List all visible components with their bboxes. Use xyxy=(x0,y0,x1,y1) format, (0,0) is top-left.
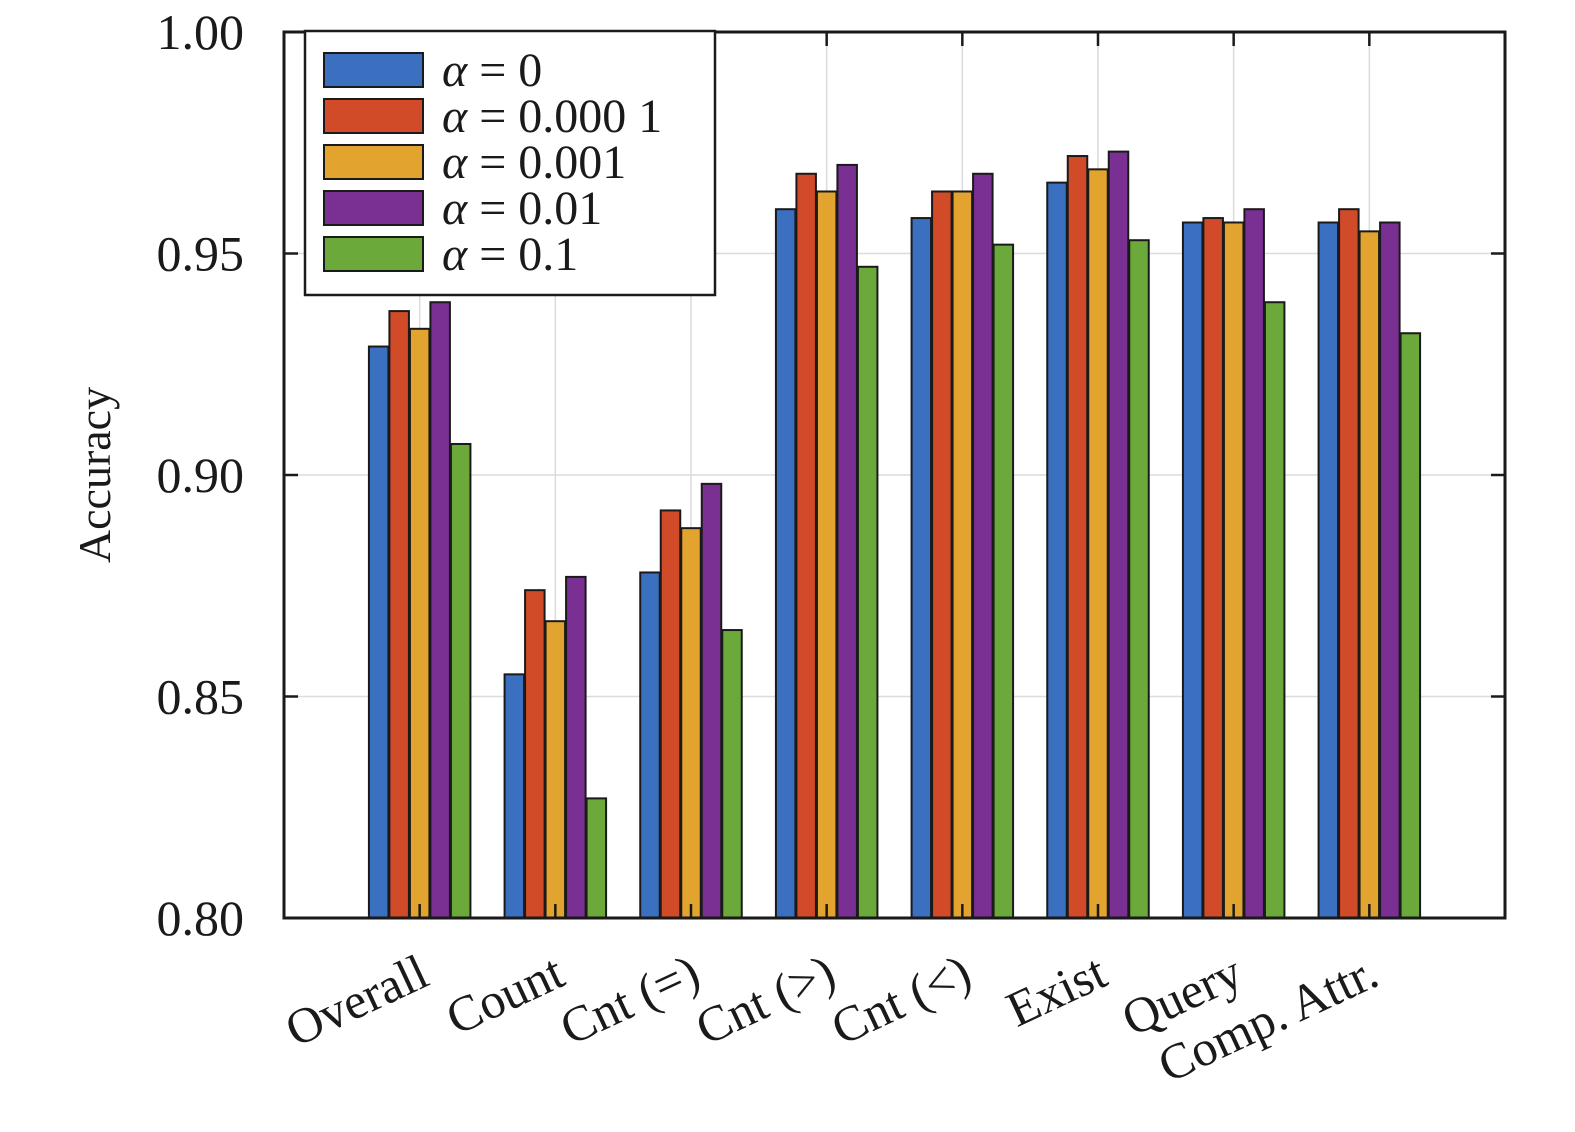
bar xyxy=(1243,208,1265,919)
bar xyxy=(1066,155,1089,920)
bar xyxy=(367,345,390,919)
bar xyxy=(1222,221,1245,920)
x-category-label: Count xyxy=(438,943,573,1045)
legend-swatch xyxy=(323,236,424,272)
legend-label: α = 0.001 xyxy=(442,136,626,189)
legend-label: α = 0.000 1 xyxy=(442,90,662,143)
y-tick-labels: 0.80 0.85 0.90 0.95 1.00 xyxy=(157,4,245,946)
legend-symbol: α xyxy=(442,182,468,235)
legend-label: α = 0.01 xyxy=(442,182,602,235)
bar xyxy=(1263,301,1286,920)
x-category-label: Overall xyxy=(277,943,437,1057)
y-tick-label: 0.85 xyxy=(157,669,245,725)
x-category-label: Cnt (<) xyxy=(823,943,979,1056)
legend-label: α = 0 xyxy=(442,44,542,97)
bar xyxy=(700,482,723,919)
x-category-label: Exist xyxy=(998,943,1115,1037)
y-tick-label: 0.95 xyxy=(157,226,245,282)
bar xyxy=(721,629,743,919)
bar xyxy=(992,243,1015,919)
bar xyxy=(1087,168,1109,919)
y-tick-label: 1.00 xyxy=(157,4,245,60)
bar xyxy=(910,217,933,919)
bar xyxy=(639,571,661,920)
bar xyxy=(1358,230,1381,920)
legend-symbol: α xyxy=(442,136,468,189)
bar xyxy=(524,589,546,919)
bar xyxy=(1399,332,1422,919)
bar xyxy=(951,190,974,920)
x-category-label: Cnt (>) xyxy=(687,943,843,1056)
y-tick-label: 0.90 xyxy=(157,447,245,503)
legend-swatch xyxy=(323,98,424,134)
bar xyxy=(1379,221,1401,920)
bar xyxy=(836,163,858,919)
bar xyxy=(659,509,682,919)
bar xyxy=(931,190,953,920)
bar xyxy=(1107,150,1130,920)
series-2 xyxy=(408,168,1381,920)
bar xyxy=(449,442,472,919)
legend-value: = 0.001 xyxy=(467,136,626,189)
series-3 xyxy=(429,150,1401,920)
bar xyxy=(585,797,608,920)
bar xyxy=(1181,221,1204,920)
legend-symbol: α xyxy=(442,44,468,97)
bar xyxy=(503,673,526,919)
bar xyxy=(565,575,587,919)
y-tick-label: 0.80 xyxy=(157,890,245,946)
bar xyxy=(774,208,797,919)
legend-symbol: α xyxy=(442,228,468,281)
x-category-label: Cnt (=) xyxy=(551,943,707,1056)
bar xyxy=(1317,221,1340,920)
legend-swatch xyxy=(323,144,424,180)
bar xyxy=(408,327,431,919)
legend-symbol: α xyxy=(442,90,468,143)
bar-series xyxy=(367,150,1422,920)
bar xyxy=(1128,239,1150,919)
legend-value: = 0.01 xyxy=(467,182,602,235)
bar xyxy=(680,527,702,919)
legend-label: α = 0.1 xyxy=(442,228,578,281)
legend-swatch xyxy=(323,52,424,88)
bar xyxy=(1202,217,1224,919)
legend-value: = 0 xyxy=(467,44,542,97)
bar xyxy=(544,620,567,919)
legend-value: = 0.1 xyxy=(467,228,578,281)
series-0 xyxy=(367,181,1340,920)
series-4 xyxy=(449,239,1422,920)
y-axis-label: Accuracy xyxy=(69,387,120,563)
bar xyxy=(429,301,451,920)
bar xyxy=(1046,181,1068,919)
legend-value: = 0.000 1 xyxy=(467,90,662,143)
legend-swatch xyxy=(323,190,424,226)
bar xyxy=(856,265,879,920)
bar xyxy=(1338,208,1360,919)
bar xyxy=(815,190,838,920)
bar xyxy=(388,310,410,919)
bar xyxy=(972,172,994,919)
bar xyxy=(795,172,817,919)
